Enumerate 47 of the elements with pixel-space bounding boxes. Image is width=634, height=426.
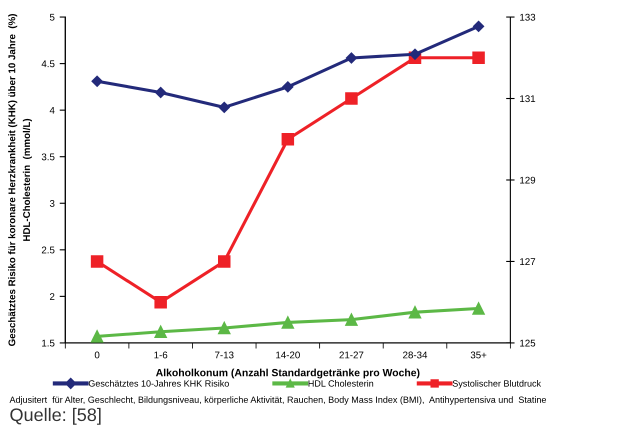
y-tick-label: 4.5 <box>42 60 54 68</box>
y-tick-label: 4 <box>50 106 55 114</box>
point <box>218 255 231 268</box>
x-tick-label: 14-20 <box>276 352 300 358</box>
x-tick-label: 35+ <box>470 352 486 358</box>
legend-label: Systolischer Blutdruck <box>452 380 542 388</box>
y-axis-title: Geschätztes Risiko für koronare Herzkrankheit (KHK) über 10 Jahre (%) HDL-Cholesterin (mmol/L) <box>8 14 32 346</box>
point <box>90 330 104 343</box>
point <box>154 296 167 308</box>
point <box>91 76 103 87</box>
x-tick-label: 0 <box>94 352 100 358</box>
y2-tick-label: 129 <box>520 176 536 184</box>
text: Adjusitert für Alter, Geschlecht, Bildungsniveau, körperliche Aktivität, Rauchen, Body Mass Index (BMI), Antihypertensiva und Statine <box>10 396 546 405</box>
source-note: Quelle: [58] <box>10 408 101 425</box>
point <box>218 322 231 334</box>
legend-label: Geschätztes 10-Jahres KHK Risiko <box>88 380 229 387</box>
y-tick-label: 3.5 <box>42 153 54 160</box>
point <box>90 255 104 268</box>
point <box>345 313 358 326</box>
y-tick-label: 1.5 <box>42 340 54 347</box>
y2-tick-label: 125 <box>520 340 536 347</box>
point <box>282 316 294 329</box>
y-tick-label: 3 <box>50 200 54 207</box>
point <box>345 92 358 105</box>
point <box>346 52 358 64</box>
point <box>282 81 294 92</box>
point <box>218 102 230 113</box>
y2-tick-label: 133 <box>520 14 536 21</box>
x-axis-title: Alkoholkonum (Anzahl Standardgetränke pro Woche) <box>156 368 420 378</box>
point <box>409 48 421 60</box>
point <box>472 52 485 64</box>
point <box>282 133 294 146</box>
point <box>154 326 167 338</box>
y-tick-label: 2 <box>50 293 54 300</box>
x-tick-label: 7-13 <box>215 352 234 358</box>
y-tick-label: 2.5 <box>42 246 54 254</box>
point <box>155 86 166 98</box>
point <box>472 20 484 32</box>
y2-tick-label: 131 <box>520 95 536 102</box>
x-tick-label: 28-34 <box>403 352 428 358</box>
point <box>408 306 422 318</box>
legend-label: HDL Cholesterin <box>308 380 374 387</box>
x-tick-label: 21-27 <box>339 352 364 358</box>
x-tick-label: 1-6 <box>154 352 168 358</box>
y-tick-label: 5 <box>50 14 54 21</box>
point <box>472 302 485 315</box>
y2-tick-label: 127 <box>520 258 536 265</box>
